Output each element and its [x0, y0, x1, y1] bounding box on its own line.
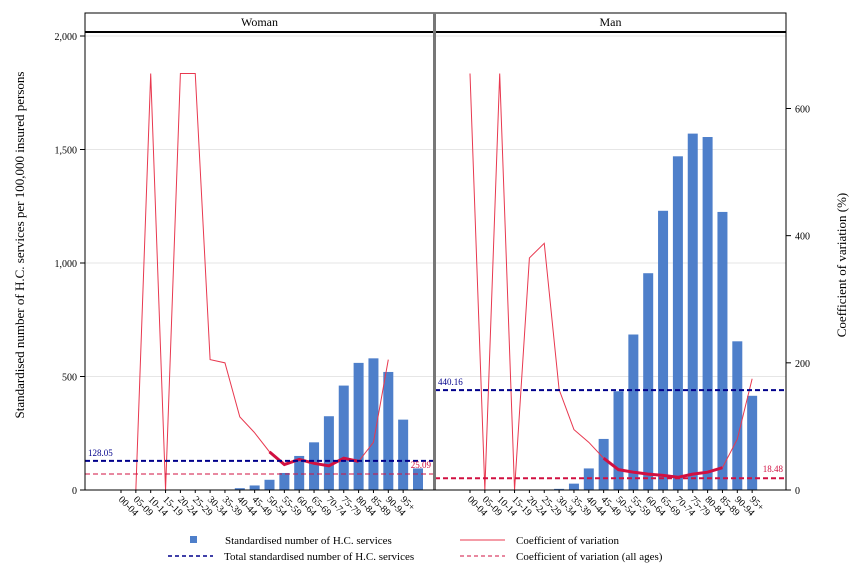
legend-item: Coefficient of variation (all ages)	[460, 551, 663, 563]
woman-panel: 128.0525.0900-0405-0910-1415-1920-2425-2…	[84, 12, 435, 519]
cv-reference-label: 25.09	[411, 460, 432, 470]
bar	[717, 211, 728, 491]
y-right-axis-title: Coefficient of variation (%)	[834, 193, 849, 338]
bar	[598, 438, 609, 490]
total-reference-label: 128.05	[88, 448, 113, 458]
bar	[628, 334, 639, 490]
panel-title: Woman	[241, 15, 278, 29]
bar	[732, 341, 743, 490]
y-left-tick-label: 2,000	[55, 32, 78, 43]
left-axis: 0 500 1,000 1,500 2,000	[55, 32, 85, 497]
y-left-axis-title: Standardised number of H.C. services per…	[12, 72, 27, 419]
y-left-tick-label: 1,000	[55, 259, 78, 270]
panel-title: Man	[600, 15, 622, 29]
y-left-tick-label: 0	[72, 486, 77, 497]
bar	[309, 442, 320, 490]
bar	[383, 371, 394, 490]
total-reference-label: 440.16	[438, 377, 463, 387]
legend-item: Coefficient of variation	[460, 535, 620, 547]
y-right-tick-label: 0	[795, 486, 800, 497]
bar	[613, 391, 624, 490]
bar	[554, 488, 565, 490]
bar	[672, 156, 683, 490]
bar	[294, 455, 305, 490]
legend-item: Standardised number of H.C. services	[190, 535, 392, 547]
bar	[368, 358, 379, 490]
y-right-tick-label: 400	[795, 232, 810, 243]
bar	[658, 210, 669, 491]
panel-frames	[84, 13, 787, 491]
legend-label: Coefficient of variation (all ages)	[516, 551, 663, 563]
legend-item: Total standardised number of H.C. servic…	[168, 551, 414, 563]
legend-swatch-bar	[190, 536, 197, 543]
y-right-tick-label: 200	[795, 359, 810, 370]
bar	[687, 133, 698, 491]
legend-label: Total standardised number of H.C. servic…	[224, 551, 414, 563]
bar	[747, 395, 758, 490]
cv-reference-label: 18.48	[763, 464, 784, 474]
y-left-tick-label: 1,500	[55, 146, 78, 157]
right-axis: 0 200 400 600	[786, 104, 810, 497]
bar	[264, 479, 275, 490]
bar	[234, 488, 245, 490]
bar	[338, 385, 349, 490]
bar	[413, 468, 423, 490]
bar	[323, 416, 334, 490]
bar	[568, 483, 579, 490]
bar	[398, 419, 409, 490]
cv-line-reliable	[602, 457, 723, 479]
man-panel: 440.1618.4800-0405-0910-1415-1920-2425-2…	[434, 12, 787, 519]
y-right-tick-label: 600	[795, 104, 810, 115]
cv-line	[135, 73, 389, 491]
bar	[353, 362, 364, 490]
legend-label: Coefficient of variation	[516, 535, 620, 547]
y-left-tick-label: 500	[62, 373, 77, 384]
legend: Standardised number of H.C. services Coef…	[168, 535, 663, 563]
bar	[249, 485, 260, 490]
bar	[279, 472, 290, 490]
cv-line-reliable	[268, 450, 359, 468]
legend-label: Standardised number of H.C. services	[225, 535, 392, 547]
bar	[643, 273, 654, 490]
bar	[702, 137, 713, 490]
